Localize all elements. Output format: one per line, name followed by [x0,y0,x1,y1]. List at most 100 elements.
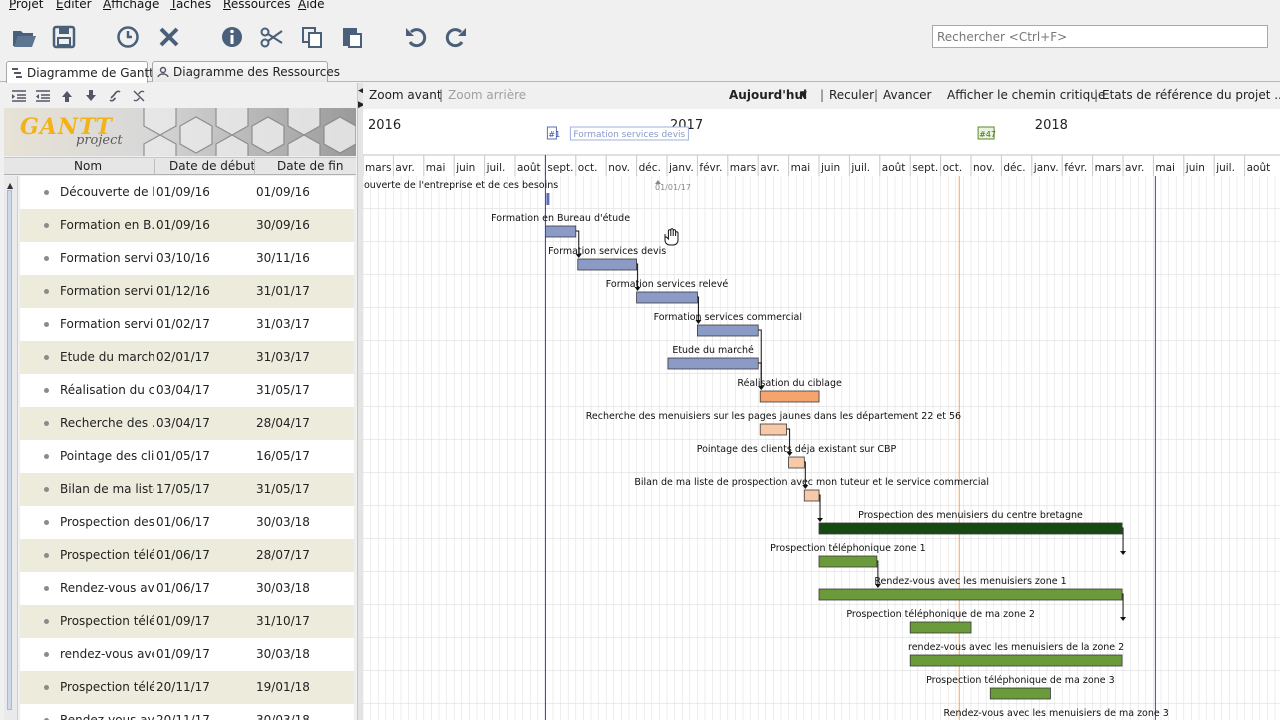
move-up-icon[interactable] [58,88,76,104]
task-name: Pointage des cli... [60,449,154,463]
menu-affichage[interactable]: Affichage [103,0,160,11]
link-icon[interactable] [106,88,124,104]
task-name: Prospection des... [60,515,154,529]
task-bar[interactable] [909,654,1123,667]
cut-icon[interactable] [258,23,286,51]
clock-icon[interactable] [114,23,142,51]
task-bar[interactable] [759,390,820,403]
today-dropdown-chevron-down-icon[interactable]: ▼ [800,90,807,100]
month-label: nov. [973,162,995,174]
task-bar[interactable] [803,489,820,502]
task-bar[interactable] [989,687,1051,700]
menu-ressources[interactable]: Ressources [223,0,291,11]
month-label: sept. [547,162,573,174]
table-row[interactable]: Formation servi...01/12/16 31/01/17 [20,275,354,308]
task-bar[interactable] [788,456,805,469]
baselines-button[interactable]: Etats de référence du projet ... [1102,88,1280,102]
task-bar[interactable] [577,258,638,271]
table-row[interactable]: Pointage des cli...01/05/17 16/05/17 [20,440,354,473]
month-label: oct. [578,162,598,174]
menu-aide[interactable]: Aide [298,0,325,11]
open-folder-icon[interactable] [10,23,38,51]
task-start-date: 20/11/17 [156,713,210,720]
scroll-thumb[interactable] [7,190,12,710]
marker-47-flag[interactable] [977,126,995,140]
info-icon[interactable] [218,23,246,51]
panel-splitter[interactable]: ◀ ▶ [357,83,365,720]
table-row[interactable]: rendez-vous ave...01/09/17 30/03/18 [20,638,354,671]
marker-1-flag[interactable] [546,126,557,140]
delete-icon[interactable] [155,23,183,51]
indent-icon[interactable] [34,88,52,104]
table-row[interactable]: Etude du marché 02/01/17 31/03/17 [20,341,354,374]
column-divider[interactable] [154,159,155,174]
unindent-icon[interactable] [10,88,28,104]
task-name: Formation servi... [60,251,154,265]
column-header-start[interactable]: Date de début [169,159,256,173]
today-button[interactable]: Aujourd'hui [729,88,808,102]
task-bar[interactable] [818,555,878,568]
menu-editer[interactable]: Editer [56,0,92,11]
critical-path-button[interactable]: Afficher le chemin critique [947,88,1106,102]
logo-gantt-text: GANTT [20,114,113,140]
task-end-date: 01/09/16 [256,185,310,199]
scroll-up-arrow-icon[interactable]: ▲ [7,181,14,190]
task-bar[interactable] [544,225,577,238]
task-bullet-icon [44,553,49,558]
table-row[interactable]: Formation en B... 01/09/16 30/09/16 [20,209,354,242]
task-bar-label: Prospection des menuisiers du centre bre… [858,510,1083,521]
tab-gantt[interactable]: Diagramme de Gantt [6,61,154,83]
task-bar[interactable] [818,588,1123,601]
undo-icon[interactable] [402,23,430,51]
main-toolbar [0,14,1280,60]
task-bar[interactable] [909,621,972,634]
task-bar[interactable] [696,324,759,337]
column-header-end[interactable]: Date de fin [277,159,344,173]
task-bullet-icon [44,454,49,459]
table-row[interactable]: Réalisation du ci...03/04/17 31/05/17 [20,374,354,407]
collapse-right-icon[interactable]: ▶ [358,100,365,110]
paste-icon[interactable] [338,23,366,51]
month-label: juil. [850,162,870,174]
chart-row-background [363,407,1280,440]
copy-icon[interactable] [298,23,326,51]
task-bar[interactable] [759,423,787,436]
month-label: juin [455,162,475,174]
table-row[interactable]: Prospection des...01/06/17 30/03/18 [20,506,354,539]
table-scrollbar[interactable]: ▲ [4,176,18,720]
redo-icon[interactable] [442,23,470,51]
search-input[interactable] [932,25,1268,48]
menu-taches[interactable]: Tâches [170,0,212,11]
unlink-icon[interactable] [130,88,148,104]
milestone-marker[interactable] [546,193,550,205]
table-row[interactable]: Rendez-vous av...01/06/17 30/03/18 [20,572,354,605]
collapse-left-icon[interactable]: ◀ [358,86,365,96]
task-bullet-icon [44,619,49,624]
column-divider[interactable] [254,159,255,174]
table-row[interactable]: Prospection télé...01/09/17 31/10/17 [20,605,354,638]
table-row[interactable]: Bilan de ma liste...17/05/17 31/05/17 [20,473,354,506]
save-icon[interactable] [50,23,78,51]
table-row[interactable]: Formation servi...01/02/17 31/03/17 [20,308,354,341]
table-row[interactable]: Recherche des ... 03/04/17 28/04/17 [20,407,354,440]
hand-cursor-icon [664,228,679,246]
back-button[interactable]: Reculer [829,88,875,102]
tab-resources[interactable]: Diagramme des Ressources [152,61,340,82]
task-name: Rendez-vous av... [60,581,154,595]
task-bar[interactable] [818,522,1123,535]
column-header-name[interactable]: Nom [74,159,103,173]
zoom-in-button[interactable]: Zoom avant [369,88,442,102]
zoom-out-button[interactable]: Zoom arrière [448,88,527,102]
forward-button[interactable]: Avancer [883,88,932,102]
dependency-arrow-head [802,485,809,489]
table-row[interactable]: Rendez-vous av...20/11/17 30/03/18 [20,704,354,720]
menu-projet[interactable]: Projet [9,0,44,11]
move-down-icon[interactable] [82,88,100,104]
table-row[interactable]: Prospection télé...01/06/17 28/07/17 [20,539,354,572]
task-bar[interactable] [636,291,698,304]
table-row[interactable]: Formation servi...03/10/16 30/11/16 [20,242,354,275]
task-bar[interactable] [667,357,759,370]
table-row[interactable]: Prospection télé...20/11/17 19/01/18 [20,671,354,704]
